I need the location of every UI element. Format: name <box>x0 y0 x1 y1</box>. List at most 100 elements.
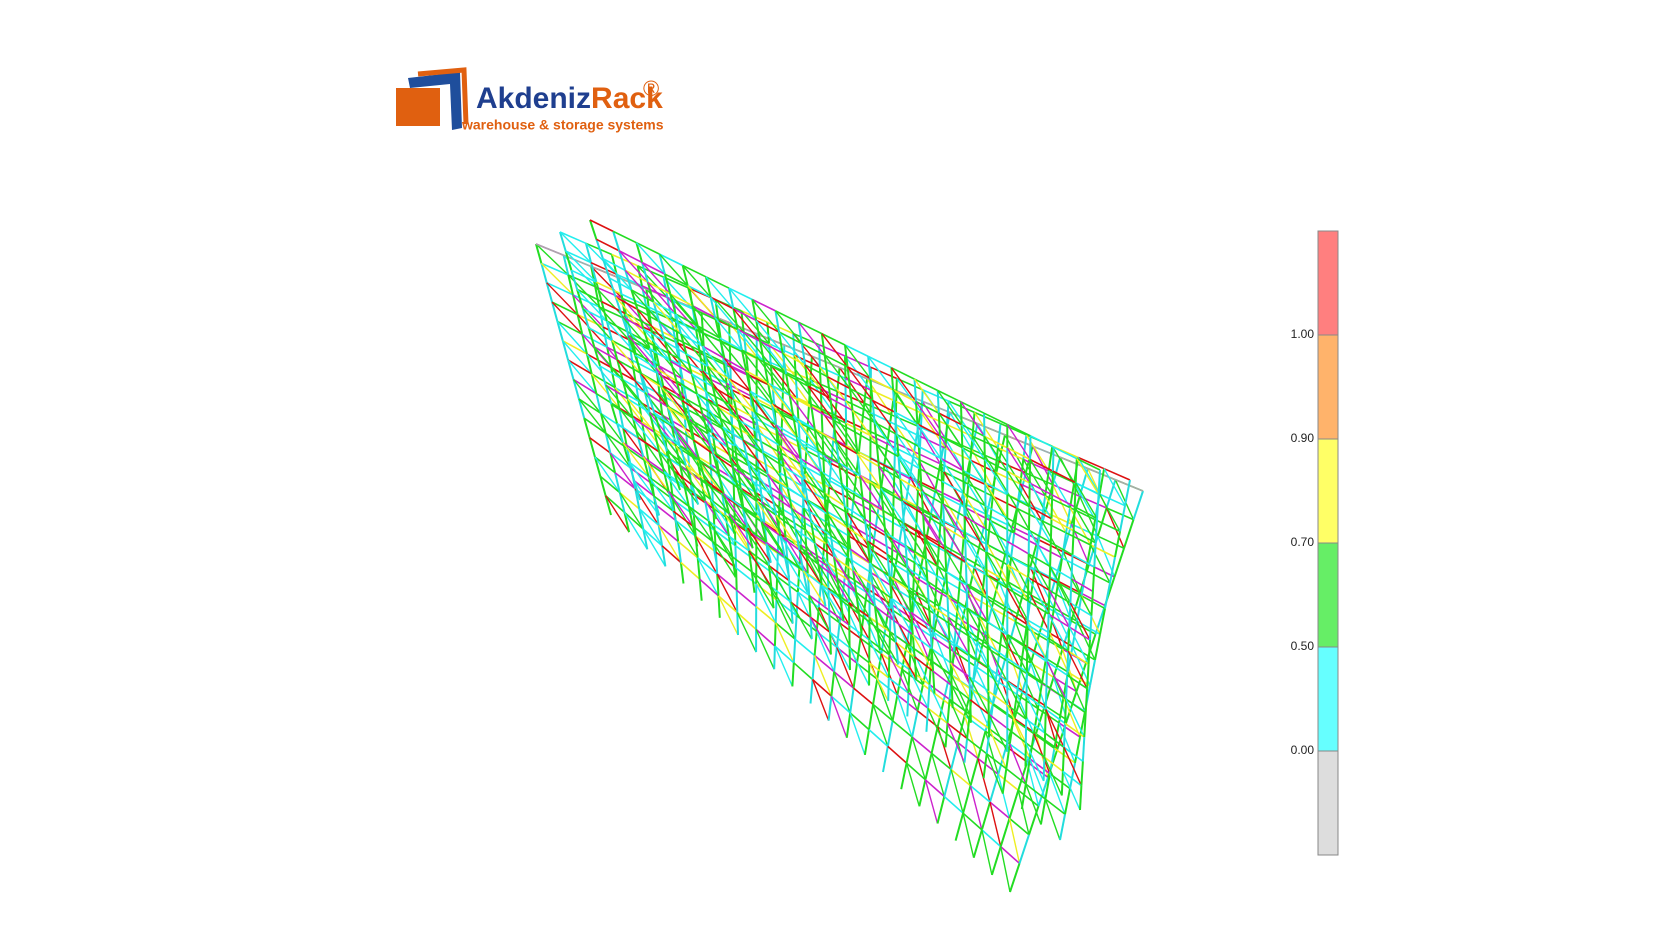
member <box>897 456 923 492</box>
member <box>768 565 792 603</box>
member <box>1024 758 1031 785</box>
member <box>921 491 945 527</box>
member <box>772 386 800 422</box>
member <box>944 549 948 573</box>
member <box>1006 424 1031 460</box>
member <box>1006 587 1029 602</box>
member <box>926 581 930 604</box>
member <box>685 353 709 368</box>
member <box>791 507 812 523</box>
member <box>874 421 898 436</box>
member <box>876 627 899 665</box>
member <box>968 653 989 669</box>
member <box>1064 722 1085 738</box>
member <box>886 720 894 747</box>
member <box>748 550 770 567</box>
member <box>806 573 811 596</box>
member <box>1080 761 1084 786</box>
member <box>755 628 776 647</box>
member <box>1085 633 1097 664</box>
member <box>899 478 923 493</box>
member <box>721 426 729 448</box>
member <box>561 340 570 361</box>
member <box>642 456 665 473</box>
member <box>813 631 818 656</box>
member <box>906 567 911 591</box>
member <box>936 796 946 824</box>
member <box>979 617 1000 656</box>
member <box>1009 863 1021 893</box>
member <box>653 301 676 315</box>
member <box>723 358 752 392</box>
member <box>984 482 1008 519</box>
member <box>969 699 990 715</box>
member <box>1094 518 1121 533</box>
member <box>1099 608 1106 635</box>
member <box>653 412 681 447</box>
member <box>736 589 757 608</box>
member <box>567 359 597 395</box>
member <box>1065 675 1069 700</box>
member <box>778 483 781 508</box>
member <box>562 254 570 276</box>
member <box>938 412 962 426</box>
member <box>728 513 749 529</box>
member <box>965 507 989 546</box>
member <box>1050 541 1073 556</box>
member <box>637 437 645 458</box>
member <box>782 352 806 366</box>
member <box>1073 482 1096 520</box>
member <box>802 570 809 592</box>
member <box>796 398 800 421</box>
member <box>723 358 731 380</box>
member <box>790 508 797 530</box>
member <box>954 812 965 841</box>
member <box>627 461 636 482</box>
member <box>1006 540 1030 555</box>
logo-frame <box>408 72 462 130</box>
member <box>888 631 891 655</box>
member <box>698 349 728 384</box>
member <box>663 471 670 492</box>
member <box>696 393 704 415</box>
member <box>830 695 848 739</box>
member <box>742 439 749 461</box>
member <box>766 544 790 581</box>
member <box>942 503 966 540</box>
member <box>627 335 636 356</box>
member <box>717 473 725 494</box>
member <box>942 503 946 527</box>
member <box>604 384 613 405</box>
member <box>541 262 569 276</box>
member <box>889 575 910 591</box>
member <box>1048 589 1070 628</box>
member <box>943 526 967 563</box>
member <box>810 407 816 430</box>
member <box>602 326 630 341</box>
member <box>599 476 607 496</box>
member <box>583 417 607 434</box>
member <box>835 441 840 464</box>
member <box>700 480 707 501</box>
member <box>1072 506 1076 531</box>
member <box>833 556 854 572</box>
member <box>1061 557 1087 572</box>
member <box>877 466 882 489</box>
member <box>1053 722 1060 749</box>
member <box>902 523 907 546</box>
member <box>1022 434 1028 460</box>
member <box>892 720 913 738</box>
member <box>648 348 657 369</box>
member <box>673 425 694 441</box>
member <box>1050 494 1054 519</box>
member <box>802 570 823 586</box>
member <box>661 386 683 402</box>
member <box>943 769 953 797</box>
member <box>680 333 709 367</box>
member <box>736 612 757 653</box>
member <box>1059 814 1066 841</box>
member <box>624 270 633 291</box>
member <box>1033 733 1051 774</box>
member <box>871 584 876 607</box>
member <box>814 428 840 464</box>
